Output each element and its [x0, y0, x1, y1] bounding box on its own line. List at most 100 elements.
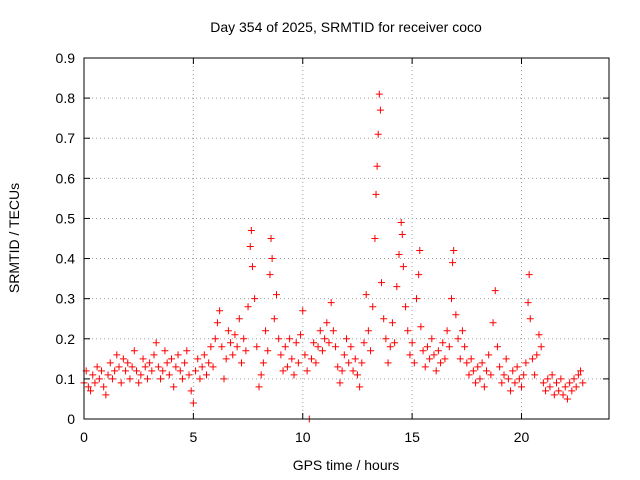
data-point: [98, 367, 105, 375]
data-point: [135, 379, 143, 387]
data-point: [502, 355, 510, 363]
data-point: [292, 339, 300, 347]
data-point: [218, 343, 226, 351]
data-point: [267, 235, 275, 242]
data-point: [542, 387, 550, 395]
data-point: [500, 371, 508, 379]
x-tick-label: 0: [80, 429, 88, 445]
data-point: [376, 106, 384, 114]
data-point: [148, 367, 156, 375]
data-point: [478, 359, 486, 367]
data-point: [372, 190, 380, 198]
data-point: [275, 335, 283, 343]
data-point: [301, 351, 309, 359]
data-point: [87, 387, 95, 395]
x-tick-label: 20: [514, 429, 530, 445]
data-point: [450, 247, 458, 255]
data-point: [255, 383, 263, 391]
data-point: [423, 343, 431, 351]
data-point: [430, 351, 438, 359]
data-point: [84, 383, 92, 391]
x-tick-label: 10: [295, 429, 311, 445]
data-point: [113, 351, 121, 359]
chart-title: Day 354 of 2025, SRMTID for receiver coc…: [210, 19, 482, 35]
data-point: [233, 343, 241, 351]
data-point: [231, 331, 239, 339]
data-point: [467, 355, 475, 363]
data-point: [458, 327, 466, 335]
data-point: [205, 359, 213, 367]
data-point: [294, 359, 302, 367]
data-point: [353, 371, 361, 379]
data-point: [528, 355, 536, 363]
data-point: [437, 359, 445, 367]
data-point: [312, 359, 320, 367]
data-point: [192, 367, 200, 375]
data-point: [533, 351, 541, 359]
data-points: [80, 90, 587, 423]
data-point: [95, 375, 103, 383]
data-point: [316, 327, 324, 335]
data-point: [419, 347, 427, 355]
data-point: [480, 383, 488, 391]
data-point: [382, 335, 390, 343]
data-point: [281, 343, 289, 351]
data-point: [185, 371, 193, 379]
data-point: [152, 339, 160, 347]
data-point: [496, 363, 504, 371]
data-point: [246, 243, 254, 251]
data-point: [483, 367, 490, 375]
data-point: [404, 327, 412, 335]
data-point: [360, 339, 368, 347]
data-point: [159, 367, 167, 375]
data-point: [417, 323, 425, 331]
data-point: [493, 343, 501, 351]
data-point: [242, 347, 250, 355]
data-point: [187, 387, 195, 395]
data-point: [561, 383, 569, 391]
data-point: [290, 371, 298, 379]
data-point: [139, 355, 147, 363]
data-point: [557, 375, 565, 383]
data-point: [410, 359, 418, 367]
data-point: [509, 367, 517, 375]
data-point: [181, 359, 189, 367]
grid-lines: [84, 58, 609, 419]
data-point: [266, 271, 274, 279]
data-point: [119, 355, 127, 363]
data-point: [198, 363, 206, 371]
data-point: [439, 339, 447, 347]
data-point: [566, 379, 574, 387]
data-point: [194, 355, 202, 363]
data-point: [277, 351, 285, 359]
data-point: [373, 162, 381, 170]
data-point: [143, 375, 151, 383]
data-point: [283, 363, 291, 371]
y-tick-label: 0: [67, 411, 75, 427]
data-point: [349, 367, 357, 375]
data-point: [415, 271, 423, 279]
y-axis-label: SRMTID / TECUs: [6, 183, 22, 293]
data-point: [93, 363, 101, 371]
data-point: [248, 263, 256, 271]
data-point: [133, 367, 140, 375]
data-point: [391, 339, 399, 347]
data-point: [108, 375, 116, 383]
data-point: [402, 303, 410, 311]
data-point: [434, 347, 442, 355]
data-point: [526, 315, 534, 323]
data-point: [563, 395, 571, 403]
data-point: [408, 339, 416, 347]
data-point: [369, 303, 377, 311]
data-point: [189, 399, 197, 407]
data-point: [555, 387, 563, 395]
data-point: [367, 347, 375, 355]
data-point: [559, 391, 567, 399]
data-point: [176, 367, 184, 375]
data-point: [146, 359, 154, 367]
data-point: [358, 359, 366, 367]
data-point: [465, 371, 473, 379]
data-point: [170, 383, 178, 391]
data-point: [461, 343, 469, 351]
